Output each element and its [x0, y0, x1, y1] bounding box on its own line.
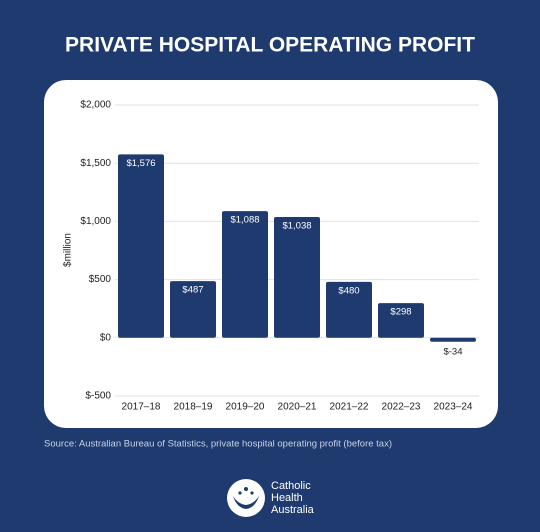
- y-tick-label: $2,000: [80, 100, 111, 111]
- bar: [222, 211, 268, 338]
- y-tick-label: $-500: [85, 391, 111, 402]
- x-tick-label: 2020–21: [278, 402, 317, 413]
- y-tick-label: $500: [89, 274, 112, 285]
- logo-dot: [250, 491, 254, 495]
- logo: Catholic Health Australia: [227, 479, 315, 517]
- value-label: $1,038: [282, 220, 311, 231]
- x-tick-label: 2019–20: [226, 402, 265, 413]
- logo-dot: [244, 487, 248, 491]
- y-tick-label: $1,000: [80, 216, 111, 227]
- logo-text: Australia: [271, 504, 315, 516]
- x-tick-label: 2018–19: [174, 402, 213, 413]
- bar: [430, 337, 476, 342]
- bar: [170, 281, 216, 338]
- y-axis-label: $million: [63, 233, 74, 267]
- x-tick-label: 2021–22: [330, 402, 369, 413]
- chart-title: PRIVATE HOSPITAL OPERATING PROFIT: [65, 34, 475, 57]
- bar: [378, 303, 424, 338]
- y-tick-label: $1,500: [80, 158, 111, 169]
- x-tick-label: 2022–23: [382, 402, 421, 413]
- value-label: $480: [338, 285, 359, 296]
- bar: [118, 154, 164, 338]
- value-label: $487: [182, 285, 203, 296]
- x-tick-label: 2017–18: [122, 402, 161, 413]
- logo-dot: [238, 491, 242, 495]
- logo-hands: [233, 496, 259, 509]
- chart-card: [44, 80, 498, 428]
- value-label: $298: [390, 307, 411, 318]
- x-tick-label: 2023–24: [434, 402, 473, 413]
- value-label: $1,576: [126, 158, 155, 169]
- y-tick-label: $0: [100, 332, 112, 343]
- logo-icon: [227, 479, 265, 517]
- logo-text: Catholic: [271, 480, 311, 492]
- bar: [274, 216, 320, 338]
- logo-text: Health: [271, 492, 303, 504]
- value-label: $-34: [443, 346, 462, 357]
- source-note: Source: Australian Bureau of Statistics,…: [44, 439, 392, 450]
- value-label: $1,088: [230, 215, 259, 226]
- bar: [326, 281, 372, 338]
